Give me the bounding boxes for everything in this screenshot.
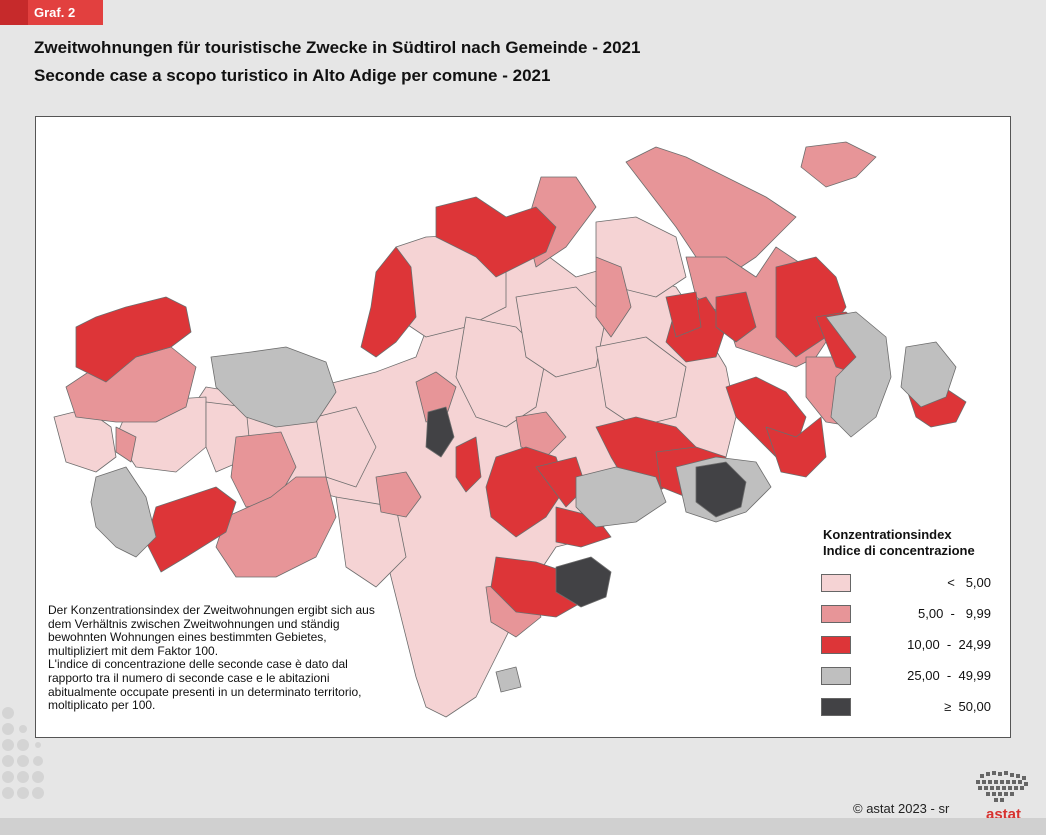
legend-swatch — [821, 574, 851, 592]
footer-bar — [0, 818, 1046, 835]
municipality-area — [555, 556, 612, 608]
graph-number-label: Graf. 2 — [34, 5, 76, 20]
map-frame: Konzentrationsindex Indice di concentraz… — [35, 116, 1011, 738]
municipality-area — [800, 141, 877, 188]
note-german: Der Konzentrationsindex der Zweitwohnung… — [48, 603, 375, 658]
municipality-area — [215, 476, 337, 578]
legend-item-class-4: 25,00 - 49,99 — [821, 667, 1001, 687]
municipality-area — [455, 436, 482, 493]
legend-label: 25,00 - 49,99 — [907, 668, 991, 683]
municipality-area — [695, 461, 747, 518]
municipality-area — [825, 311, 892, 438]
municipality-area — [145, 486, 237, 573]
municipality-area — [900, 341, 957, 408]
municipality-area — [375, 471, 422, 518]
legend-item-class-3: 10,00 - 24,99 — [821, 636, 1001, 656]
legend-item-class-1: < 5,00 — [821, 574, 1001, 594]
municipality-area — [595, 256, 632, 338]
legend-swatch — [821, 605, 851, 623]
legend-item-class-5: ≥ 50,00 — [821, 698, 1001, 718]
legend-swatch — [821, 667, 851, 685]
methodology-note: Der Konzentrationsindex der Zweitwohnung… — [48, 603, 388, 713]
municipality-area — [315, 406, 377, 488]
legend-title-italian: Indice di concentrazione — [823, 543, 975, 558]
municipality-area — [115, 426, 137, 463]
municipality-area — [515, 286, 607, 378]
municipality-area — [90, 466, 157, 558]
decorative-dot-pattern — [2, 707, 44, 799]
copyright-credit: © astat 2023 - sr — [853, 801, 950, 816]
legend-item-class-2: 5,00 - 9,99 — [821, 605, 1001, 625]
graph-number-badge: Graf. 2 — [0, 0, 103, 25]
municipality-area — [210, 346, 337, 428]
municipality-area — [495, 666, 522, 693]
legend-swatch — [821, 636, 851, 654]
legend-label: ≥ 50,00 — [944, 699, 991, 714]
municipality-area — [765, 416, 827, 478]
astat-logo-icon — [976, 771, 1028, 802]
municipality-area — [435, 196, 557, 278]
municipality-area — [425, 406, 455, 458]
legend-label: < 5,00 — [947, 575, 991, 590]
legend-title-german: Konzentrationsindex — [823, 527, 952, 542]
municipality-area — [515, 411, 567, 458]
municipality-area — [360, 246, 417, 358]
municipality-map — [53, 141, 967, 718]
title-italian: Seconde case a scopo turistico in Alto A… — [34, 66, 551, 85]
municipality-area — [665, 291, 702, 338]
title-german: Zweitwohnungen für touristische Zwecke i… — [34, 38, 641, 57]
municipality-area — [575, 466, 667, 528]
municipality-area — [715, 291, 757, 343]
legend-swatch — [821, 698, 851, 716]
legend-label: 10,00 - 24,99 — [907, 637, 991, 652]
note-italian: L'indice di concentrazione delle seconde… — [48, 657, 362, 713]
legend-label: 5,00 - 9,99 — [918, 606, 991, 621]
municipality-area — [625, 146, 797, 278]
municipality-area — [75, 296, 192, 383]
municipality-area — [595, 336, 687, 428]
